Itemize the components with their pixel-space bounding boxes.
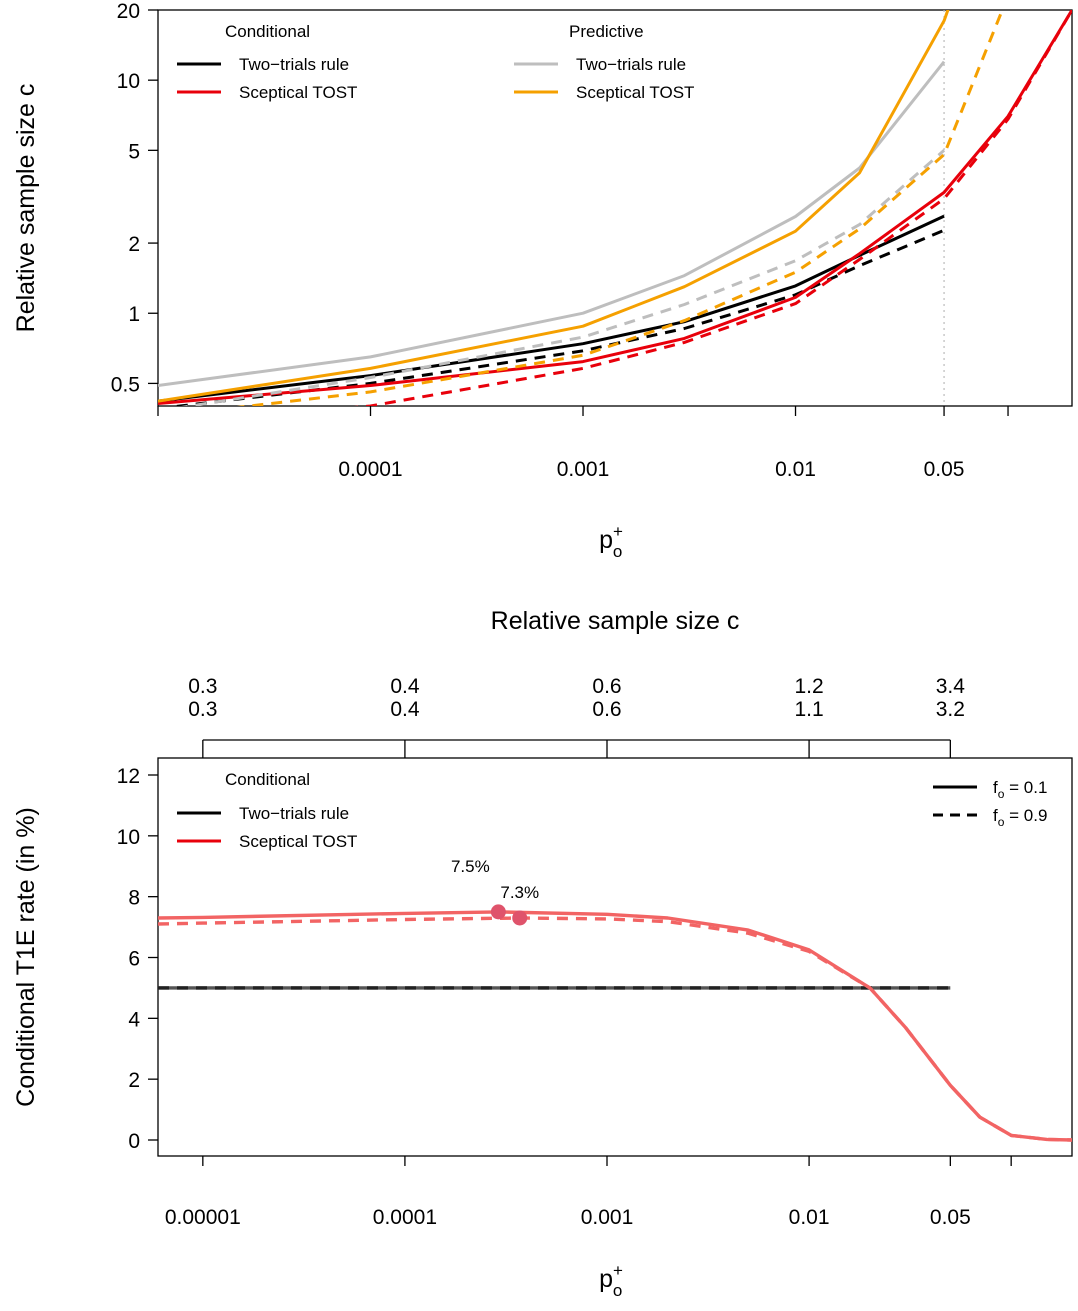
x-tick-label-top: 0.001 bbox=[557, 458, 610, 481]
y-axis-bottom: 0 2 4 6 8 10 12 bbox=[117, 765, 158, 1153]
legend-top: Conditional Two−trials rule Sceptical TO… bbox=[177, 22, 694, 102]
series-group-bottom bbox=[158, 912, 1072, 1140]
x-tick-label-bottom: 0.001 bbox=[581, 1206, 634, 1229]
legend-label-predictive-tost: Sceptical TOST bbox=[576, 83, 694, 102]
legend-label-conditional-tost: Sceptical TOST bbox=[239, 83, 357, 102]
top-axis-title-bottom: Relative sample size c bbox=[491, 607, 740, 635]
y-tick-label-top: 1 bbox=[128, 303, 140, 326]
annotations-bottom: 7.5% 7.3% bbox=[451, 857, 539, 926]
x-tick-label-top: 0.01 bbox=[775, 458, 816, 481]
x-tick-label-bottom: 0.00001 bbox=[165, 1206, 241, 1229]
x-axis-title-top: p+ o bbox=[599, 522, 623, 561]
legend-fo-rest: = 0.9 bbox=[1004, 806, 1047, 825]
x-tick-label-bottom: 0.01 bbox=[789, 1206, 830, 1229]
y-tick-label-bottom: 4 bbox=[128, 1008, 140, 1031]
legend-label-two-trials-bottom: Two−trials rule bbox=[239, 804, 349, 823]
y-tick-label-bottom: 12 bbox=[117, 765, 140, 788]
series-line-sceptical-tost-f-o-0.1 bbox=[158, 912, 1072, 1140]
y-tick-label-bottom: 10 bbox=[117, 826, 140, 849]
legend-bottom-left: Conditional Two−trials rule Sceptical TO… bbox=[177, 770, 357, 851]
y-axis-title-top: Relative sample size c bbox=[12, 84, 40, 333]
x-axis-bottom: 0.00001 0.0001 0.001 0.01 0.05 bbox=[165, 1156, 1011, 1229]
x-tick-label-top: 0.05 bbox=[924, 458, 965, 481]
legend-title-conditional: Conditional bbox=[225, 22, 310, 41]
series-line-predictive-two-trials-rule-f-o-0.1 bbox=[158, 62, 944, 386]
series-line-sceptical-tost-f-o-0.9 bbox=[158, 918, 1072, 1140]
top-tick-label-conditional: 3.4 bbox=[936, 675, 966, 698]
legend-label-conditional-two-trials: Two−trials rule bbox=[239, 55, 349, 74]
top-tick-label-predictive: 0.3 bbox=[188, 698, 217, 721]
legend-fo-rest: = 0.1 bbox=[1004, 778, 1047, 797]
x-axis-top: 0.0001 0.001 0.01 0.05 bbox=[158, 406, 1008, 481]
top-tick-label-predictive: 0.4 bbox=[390, 698, 420, 721]
max-point-marker bbox=[512, 910, 527, 925]
top-tick-label-conditional: 0.4 bbox=[390, 675, 420, 698]
y-tick-label-bottom: 0 bbox=[128, 1130, 140, 1153]
max-point-marker bbox=[491, 904, 506, 919]
top-tick-label-predictive: 1.1 bbox=[794, 698, 823, 721]
panel-bottom-t1e: Relative sample size c 0 2 4 6 8 10 12 0.00001… bbox=[12, 607, 1072, 1300]
top-tick-label-conditional: 0.6 bbox=[592, 675, 621, 698]
y-tick-label-top: 2 bbox=[128, 233, 140, 256]
y-tick-label-bottom: 2 bbox=[128, 1069, 140, 1092]
x-axis-title-bottom: p+ o bbox=[599, 1261, 623, 1300]
legend-label-predictive-two-trials: Two−trials rule bbox=[576, 55, 686, 74]
x-tick-label-top: 0.0001 bbox=[338, 458, 402, 481]
top-tick-label-predictive: 0.6 bbox=[592, 698, 621, 721]
legend-title-predictive: Predictive bbox=[569, 22, 644, 41]
x-axis-title-main: p bbox=[599, 1265, 613, 1293]
legend-title-conditional-bottom: Conditional bbox=[225, 770, 310, 789]
y-axis-top: 0.5 1 2 5 10 20 bbox=[111, 0, 158, 396]
top-tick-label-conditional: 1.2 bbox=[794, 675, 823, 698]
y-tick-label-top: 20 bbox=[117, 0, 140, 23]
x-axis-title-sup: + bbox=[613, 522, 623, 541]
legend-label-fo-0.1: fo = 0.1 bbox=[993, 778, 1047, 801]
y-tick-label-top: 10 bbox=[117, 70, 140, 93]
y-tick-label-bottom: 8 bbox=[128, 887, 140, 910]
max-point-label: 7.3% bbox=[500, 883, 539, 902]
top-axis-bottom: 0.30.3 0.40.4 0.60.6 1.21.1 3.43.2 bbox=[188, 675, 965, 758]
x-axis-title-sub: o bbox=[613, 542, 622, 561]
x-axis-title-main: p bbox=[599, 526, 613, 554]
y-axis-title-bottom: Conditional T1E rate (in %) bbox=[12, 807, 40, 1107]
y-tick-label-top: 0.5 bbox=[111, 373, 140, 396]
legend-bottom-right: fo = 0.1 fo = 0.9 bbox=[933, 778, 1047, 829]
legend-label-tost-bottom: Sceptical TOST bbox=[239, 832, 357, 851]
panel-top-sample-size: 0.5 1 2 5 10 20 0.0001 0.001 0.01 0.05 Relative … bbox=[12, 0, 1072, 561]
x-axis-title-sup: + bbox=[613, 1261, 623, 1280]
legend-label-fo-0.9: fo = 0.9 bbox=[993, 806, 1047, 829]
y-tick-label-bottom: 6 bbox=[128, 948, 140, 971]
top-tick-label-predictive: 3.2 bbox=[936, 698, 965, 721]
y-tick-label-top: 5 bbox=[128, 140, 140, 163]
top-tick-label-conditional: 0.3 bbox=[188, 675, 217, 698]
x-tick-label-bottom: 0.05 bbox=[930, 1206, 971, 1229]
max-point-label: 7.5% bbox=[451, 857, 490, 876]
x-axis-title-sub: o bbox=[613, 1281, 622, 1300]
x-tick-label-bottom: 0.0001 bbox=[373, 1206, 437, 1229]
